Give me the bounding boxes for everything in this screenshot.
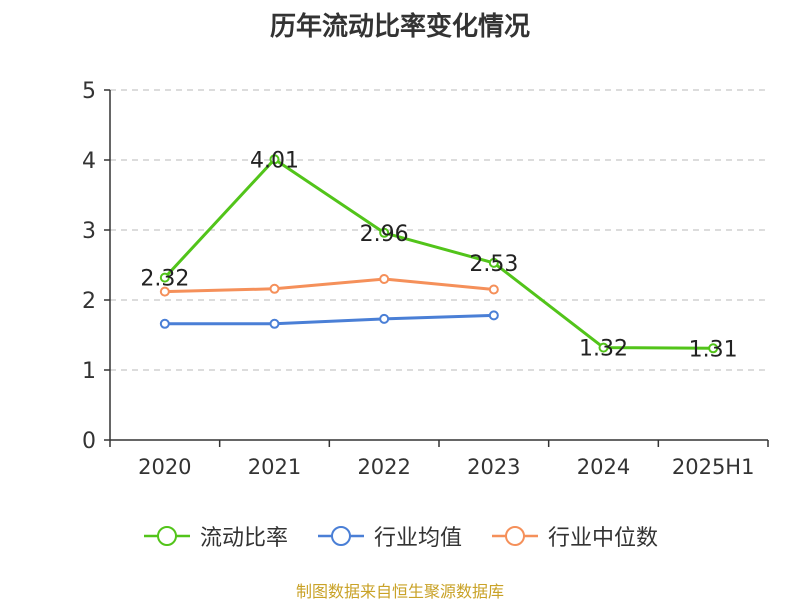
legend-label: 流动比率 [199,526,288,551]
chart-title: 历年流动比率变化情况 [269,12,530,42]
series-line [163,157,714,350]
legend-marker-industry-mean [317,526,364,546]
data-point[interactable] [269,154,280,165]
data-point[interactable] [598,342,609,353]
x-tick-label: 2022 [357,455,410,479]
x-tick-label: 2020 [138,455,191,479]
data-point[interactable] [379,313,390,324]
data-point[interactable] [159,318,170,329]
series-line [164,313,494,326]
data-point[interactable] [269,283,280,294]
y-tick-label: 2 [82,289,96,314]
x-tick-label: 2023 [467,455,520,479]
data-point[interactable] [488,284,499,295]
data-point[interactable] [379,274,390,284]
data-point[interactable] [488,310,499,321]
data-point[interactable] [159,286,170,297]
legend-label: 行业均值 [373,526,462,551]
y-tick-label: 1 [82,359,96,384]
series-lines [163,157,714,350]
legend-label: 行业中位数 [548,526,659,551]
data-point[interactable] [488,257,499,268]
data-labels: 2.32 4.01 2.96 2.53 1.32 1.31 [140,148,737,362]
legend-item-industry-mean[interactable]: 行业均值 [316,520,462,552]
legend: 流动比率 行业均值 行业中位数 [0,520,800,552]
series-points [159,154,719,354]
data-point[interactable] [159,272,170,283]
data-point[interactable] [379,227,390,238]
data-label: 1.31 [689,337,738,362]
data-label: 4.01 [250,148,299,173]
data-point[interactable] [708,343,719,354]
data-label: 1.32 [579,337,628,362]
data-label: 2.53 [469,252,518,277]
x-tick-label: 2024 [577,455,630,479]
y-tick-label: 5 [82,79,96,104]
legend-marker-current-ratio [143,526,190,546]
legend-item-current-ratio[interactable]: 流动比率 [142,520,288,552]
tick-labels: 0 1 2 3 4 5 2020 2021 2022 2023 2024 2025H1 [82,79,754,479]
legend-item-industry-median[interactable]: 行业中位数 [490,520,658,552]
y-tick-label: 4 [82,149,96,174]
legend-marker-industry-median [492,526,538,546]
y-tick-label: 0 [82,429,96,454]
data-point[interactable] [269,318,280,329]
data-label: 2.32 [140,267,189,292]
x-tick-label: 2021 [248,455,301,479]
series-line [164,277,494,294]
axes [104,89,769,447]
data-label: 2.96 [360,222,409,247]
x-tick-label: 2025H1 [672,455,755,479]
source-note: 制图数据来自恒生聚源数据库 [295,582,504,601]
y-tick-label: 3 [82,219,96,244]
